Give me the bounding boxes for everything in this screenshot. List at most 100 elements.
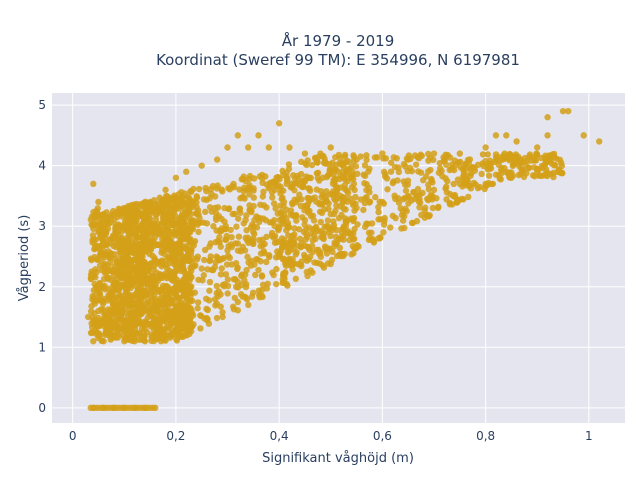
scatter-point bbox=[222, 236, 229, 243]
scatter-point bbox=[237, 248, 245, 255]
scatter-point bbox=[206, 287, 213, 294]
scatter-point bbox=[240, 193, 247, 201]
scatter-point bbox=[279, 243, 286, 250]
scatter-point bbox=[289, 200, 296, 208]
scatter-point bbox=[544, 153, 552, 161]
scatter-point bbox=[211, 204, 219, 212]
scatter-point bbox=[110, 308, 117, 315]
scatter-point bbox=[162, 332, 169, 339]
scatter-point bbox=[351, 225, 358, 233]
scatter-point bbox=[109, 266, 117, 274]
scatter-point bbox=[111, 255, 119, 263]
scatter-point bbox=[117, 312, 125, 319]
scatter-point bbox=[213, 314, 221, 322]
scatter-point bbox=[160, 228, 167, 235]
scatter-point bbox=[183, 325, 190, 333]
scatter-point bbox=[492, 151, 500, 158]
scatter-point bbox=[368, 229, 375, 236]
scatter-point bbox=[119, 254, 127, 262]
scatter-point bbox=[366, 199, 373, 206]
scatter-point bbox=[595, 138, 603, 145]
scatter-point bbox=[430, 186, 438, 194]
scatter-point bbox=[263, 258, 270, 266]
scatter-point bbox=[379, 150, 386, 157]
scatter-point bbox=[122, 221, 129, 228]
scatter-point bbox=[534, 168, 541, 175]
scatter-point bbox=[137, 253, 144, 260]
scatter-point bbox=[265, 253, 273, 261]
scatter-point bbox=[154, 258, 161, 265]
scatter-point bbox=[206, 278, 214, 286]
scatter-point bbox=[315, 227, 322, 235]
scatter-point bbox=[192, 262, 199, 269]
scatter-point bbox=[333, 195, 341, 202]
scatter-point bbox=[131, 214, 138, 221]
scatter-point bbox=[119, 296, 127, 303]
scatter-point bbox=[533, 151, 541, 158]
scatter-point bbox=[164, 324, 172, 331]
scatter-point bbox=[204, 306, 212, 314]
scatter-point bbox=[338, 211, 345, 219]
scatter-point bbox=[523, 157, 531, 165]
scatter-point bbox=[257, 201, 264, 208]
scatter-point bbox=[243, 212, 250, 219]
x-tick-label: 0 bbox=[69, 429, 77, 443]
scatter-point bbox=[293, 217, 300, 224]
scatter-point bbox=[484, 151, 491, 158]
scatter-point bbox=[255, 266, 262, 274]
scatter-point bbox=[165, 212, 173, 219]
scatter-point bbox=[202, 184, 209, 192]
scatter-point bbox=[508, 174, 515, 181]
scatter-point bbox=[259, 179, 266, 187]
scatter-point bbox=[93, 256, 101, 263]
scatter-point bbox=[292, 175, 299, 182]
scatter-point bbox=[384, 186, 391, 193]
scatter-point bbox=[317, 218, 324, 226]
scatter-point bbox=[314, 159, 321, 166]
scatter-point bbox=[146, 215, 154, 222]
scatter-point bbox=[180, 254, 188, 261]
scatter-point bbox=[280, 270, 287, 277]
scatter-point bbox=[446, 154, 454, 161]
scatter-point bbox=[289, 212, 296, 219]
scatter-point bbox=[183, 168, 190, 175]
scatter-point bbox=[89, 239, 96, 246]
scatter-point bbox=[276, 250, 283, 257]
scatter-point bbox=[194, 305, 201, 312]
scatter-point bbox=[134, 309, 142, 316]
scatter-point bbox=[380, 229, 387, 236]
scatter-point bbox=[394, 177, 401, 184]
scatter-point bbox=[222, 271, 230, 278]
scatter-point bbox=[122, 248, 129, 256]
scatter-point bbox=[285, 165, 293, 173]
scatter-point bbox=[140, 201, 147, 209]
scatter-point bbox=[327, 144, 334, 151]
scatter-point bbox=[178, 279, 185, 286]
scatter-point bbox=[258, 273, 266, 280]
scatter-point bbox=[153, 210, 161, 218]
scatter-point bbox=[352, 193, 359, 201]
scatter-point bbox=[201, 256, 208, 264]
scatter-point bbox=[456, 180, 464, 188]
scatter-point bbox=[134, 289, 142, 297]
scatter-point bbox=[541, 171, 549, 178]
scatter-point bbox=[229, 210, 236, 218]
scatter-point bbox=[462, 160, 469, 168]
scatter-point bbox=[114, 329, 121, 336]
scatter-point bbox=[213, 216, 220, 224]
scatter-point bbox=[162, 186, 169, 194]
scatter-point bbox=[275, 120, 283, 127]
scatter-point bbox=[300, 251, 308, 259]
scatter-point bbox=[401, 224, 408, 232]
scatter-point bbox=[237, 291, 245, 298]
scatter-point bbox=[202, 295, 210, 302]
scatter-point bbox=[248, 257, 255, 265]
scatter-point bbox=[118, 228, 126, 235]
scatter-point bbox=[88, 213, 96, 220]
scatter-point bbox=[286, 144, 293, 151]
y-tick-labels: 0 1 2 3 4 5 bbox=[38, 98, 46, 415]
scatter-point bbox=[508, 155, 515, 162]
scatter-point bbox=[554, 168, 562, 175]
chart-title-line2: Koordinat (Sweref 99 TM): E 354996, N 61… bbox=[156, 51, 520, 69]
scatter-point bbox=[105, 306, 112, 313]
